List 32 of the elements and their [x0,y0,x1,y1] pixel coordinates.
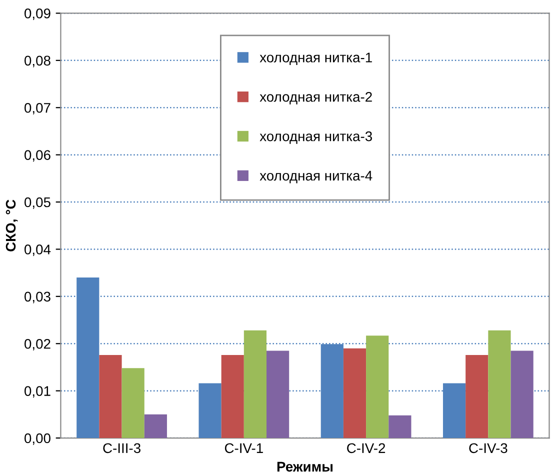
x-axis-title: Режимы [277,462,332,472]
y-tick-label: 0,01 [24,386,50,398]
bar [366,336,389,438]
bar [343,348,366,438]
legend-label: холодная нитка-4 [260,170,372,184]
bar [388,415,412,438]
bar [510,350,534,438]
bar [221,354,244,438]
y-tick-label: 0,07 [24,102,50,114]
bar [144,414,167,438]
y-tick-label: 0,05 [24,197,50,209]
bar [244,330,267,438]
legend-label: холодная нитка-3 [260,131,372,144]
x-tick-label: С-IV-3 [469,443,508,454]
y-axis-title: СКО, °С [6,200,18,252]
bar [466,354,488,438]
y-tick-label: 0,02 [24,338,50,350]
y-tick-label: 0,00 [24,433,50,445]
x-tick-label: С-IV-2 [347,443,386,454]
legend-label: холодная нитка-1 [260,52,372,66]
y-tick-label: 0,04 [24,244,51,256]
y-tick-label: 0,03 [24,292,50,304]
legend-label: холодная нитка-2 [260,92,372,104]
x-tick-label: С-IV-1 [224,443,263,454]
bar [488,330,511,438]
y-tick-label: 0,08 [24,56,50,68]
y-tick-label: 0,06 [24,150,50,162]
bar [99,354,122,438]
bar [266,350,290,438]
bar [122,368,144,438]
x-tick-label: С-III-3 [103,443,140,454]
y-tick-label: 0,09 [24,8,50,20]
